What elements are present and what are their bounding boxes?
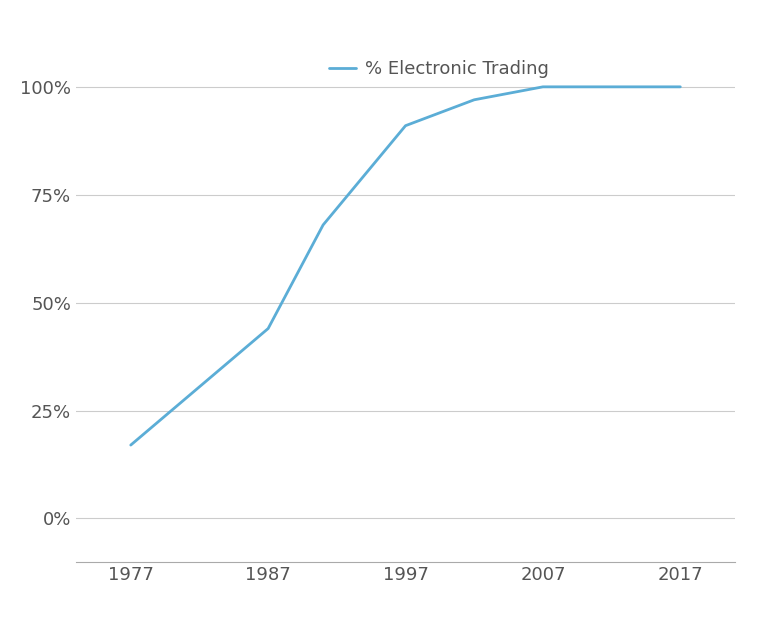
Line: % Electronic Trading: % Electronic Trading xyxy=(131,87,681,445)
% Electronic Trading xyxy=(676,83,685,90)
% Electronic Trading xyxy=(318,221,327,228)
% Electronic Trading xyxy=(401,122,410,129)
Legend: % Electronic Trading: % Electronic Trading xyxy=(321,52,556,85)
% Electronic Trading xyxy=(470,96,479,104)
% Electronic Trading xyxy=(538,83,547,90)
% Electronic Trading xyxy=(264,324,273,332)
% Electronic Trading xyxy=(127,441,136,449)
